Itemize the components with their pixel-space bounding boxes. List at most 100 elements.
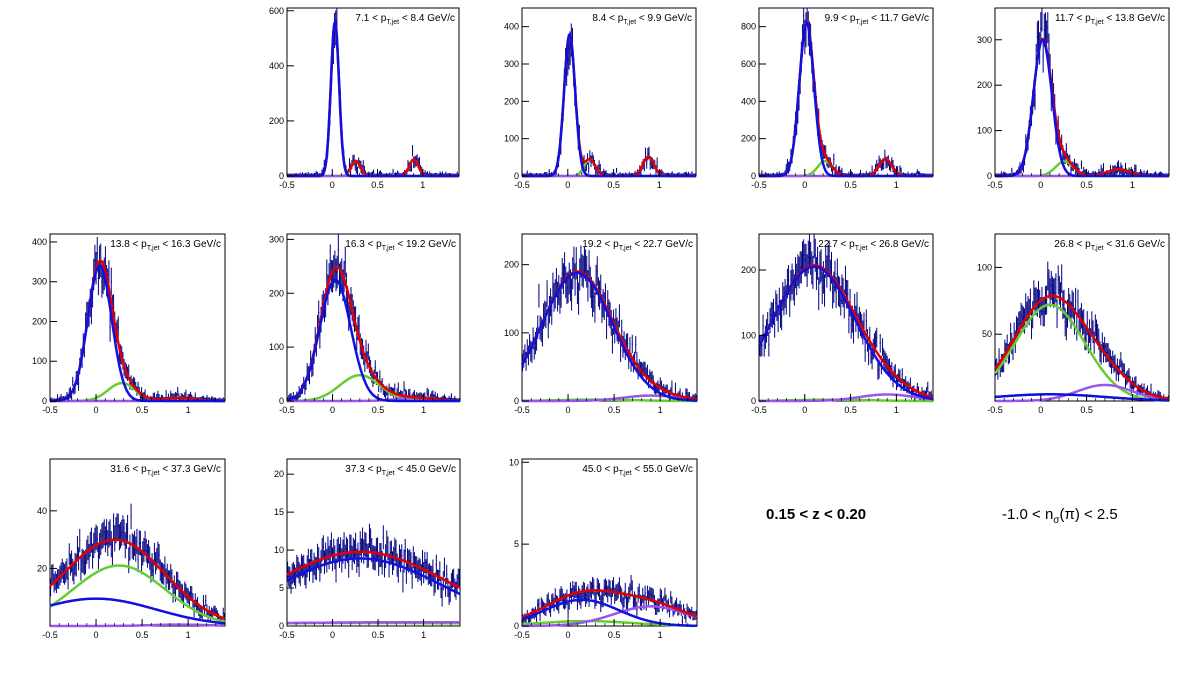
y-tick-label: 200 <box>269 288 284 298</box>
x-tick-label: 1 <box>658 405 663 415</box>
plot-frame <box>521 458 698 627</box>
x-tick-label: -0.5 <box>987 180 1003 190</box>
x-tick-label: 0.5 <box>608 405 621 415</box>
y-tick-label: 20 <box>274 469 284 479</box>
x-tick-label: 0.5 <box>136 630 149 640</box>
plot-frame <box>521 7 697 177</box>
x-tick-label: 0 <box>330 180 335 190</box>
y-tick-label: 100 <box>977 126 992 136</box>
y-tick-label: 200 <box>741 134 756 144</box>
x-tick-label: 1 <box>894 180 899 190</box>
nsigma-pre: -1.0 < n <box>1002 506 1054 523</box>
pion-fit-curve <box>757 265 934 401</box>
y-tick-label: 0 <box>514 171 519 181</box>
x-tick-label: 0 <box>802 405 807 415</box>
y-tick-label: 0 <box>514 396 519 406</box>
total-fit-curve <box>521 589 698 619</box>
bin-label: 45.0 < pT,jet < 55.0 GeV/c <box>582 464 693 477</box>
pion-fit-curve <box>286 278 460 403</box>
y-tick-label: 200 <box>977 80 992 90</box>
x-tick-label: 0 <box>802 180 807 190</box>
x-tick-label: 1 <box>186 630 191 640</box>
x-tick-label: 0.5 <box>1080 405 1093 415</box>
pion-fit-curve <box>520 271 697 402</box>
kaon-fit-curve <box>994 303 1169 402</box>
bin-label: 31.6 < pT,jet < 37.3 GeV/c <box>110 464 221 477</box>
y-tick-label: 400 <box>32 237 47 247</box>
plot-frame <box>521 233 698 402</box>
total-fit-curve <box>759 20 933 178</box>
x-tick-label: 0.5 <box>372 405 385 415</box>
bin-label: 19.2 < pT,jet < 22.7 GeV/c <box>582 239 693 252</box>
data-points <box>995 8 1169 177</box>
plot-frame <box>286 458 461 627</box>
bin-label: 16.3 < pT,jet < 19.2 GeV/c <box>345 239 456 252</box>
x-tick-label: 0.5 <box>136 405 149 415</box>
y-tick-label: 600 <box>741 59 756 69</box>
y-tick-label: 10 <box>509 457 519 467</box>
x-tick-label: 0 <box>1038 180 1043 190</box>
x-tick-label: -0.5 <box>514 405 530 415</box>
pion-fit-curve <box>286 557 461 596</box>
y-tick-label: 0 <box>279 396 284 406</box>
chart-panel: -0.5 0 0.5 1 20 40 31.6 < pT,jet < 37.3 GeV/c <box>37 458 226 640</box>
y-tick-label: 100 <box>741 331 756 341</box>
x-tick-label: -0.5 <box>514 630 530 640</box>
x-tick-label: 0 <box>566 630 571 640</box>
x-tick-label: 0 <box>330 405 335 415</box>
proton-fit-curve <box>759 393 934 403</box>
y-tick-label: 0 <box>279 621 284 631</box>
plot-frame <box>994 7 1170 177</box>
x-tick-label: -0.5 <box>42 405 58 415</box>
kaon-fit-curve <box>49 564 226 623</box>
x-tick-label: 1 <box>894 405 899 415</box>
x-tick-label: 0.5 <box>607 180 620 190</box>
total-fit-curve <box>286 550 461 589</box>
x-tick-label: 1 <box>421 630 426 640</box>
plot-frame <box>994 233 1170 402</box>
y-tick-label: 100 <box>269 342 284 352</box>
plot-frame <box>286 7 460 177</box>
pion-fit-curve <box>50 264 225 403</box>
pion-fit-curve <box>49 597 226 625</box>
total-fit-curve <box>49 538 226 620</box>
y-tick-label: 200 <box>269 116 284 126</box>
total-fit-curve <box>287 17 459 178</box>
y-tick-label: 300 <box>977 35 992 45</box>
bin-label: 13.8 < pT,jet < 16.3 GeV/c <box>110 239 221 252</box>
total-fit-curve <box>994 294 1170 401</box>
x-tick-label: -0.5 <box>279 405 295 415</box>
y-tick-label: 200 <box>504 260 519 270</box>
y-tick-label: 0 <box>514 621 519 631</box>
x-tick-label: 0 <box>94 630 99 640</box>
data-points <box>522 23 696 177</box>
x-tick-label: 0.5 <box>844 180 857 190</box>
proton-fit-curve <box>522 155 696 178</box>
y-tick-label: 100 <box>504 134 519 144</box>
x-tick-label: 1 <box>657 180 662 190</box>
y-tick-label: 300 <box>269 234 284 244</box>
x-tick-label: 0.5 <box>844 405 857 415</box>
bin-label: 9.9 < pT,jet < 11.7 GeV/c <box>825 13 929 26</box>
x-tick-label: 0 <box>94 405 99 415</box>
plot-frame <box>758 233 934 402</box>
bin-label: 11.7 < pT,jet < 13.8 GeV/c <box>1055 13 1165 26</box>
y-tick-label: 800 <box>741 22 756 32</box>
pion-fit-curve <box>995 38 1169 178</box>
y-tick-label: 600 <box>269 6 284 16</box>
data-points <box>522 574 697 626</box>
y-tick-label: 20 <box>37 563 47 573</box>
nsigma-sub: σ <box>1053 515 1060 526</box>
x-tick-label: -0.5 <box>751 405 767 415</box>
y-tick-label: 40 <box>37 506 47 516</box>
y-tick-label: 5 <box>279 583 284 593</box>
x-tick-label: -0.5 <box>279 180 295 190</box>
bin-label: 37.3 < pT,jet < 45.0 GeV/c <box>345 464 456 477</box>
y-tick-label: 100 <box>977 262 992 272</box>
data-points <box>287 8 459 177</box>
